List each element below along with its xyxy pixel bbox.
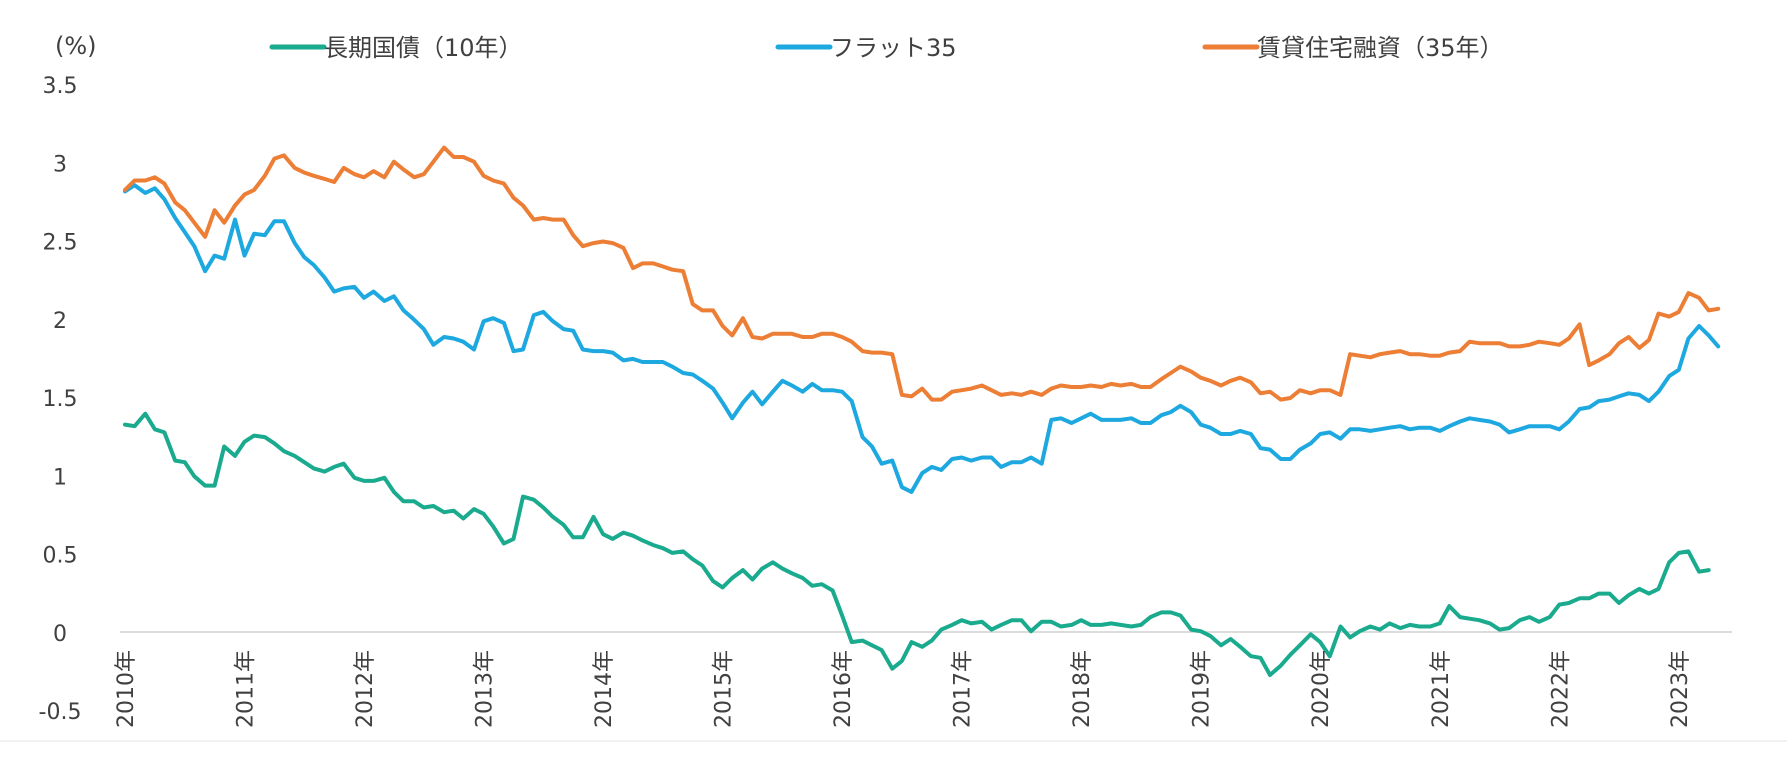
legend: 長期国債（10年） フラット35 賃貸住宅融資（35年）: [269, 34, 1504, 62]
y-tick-label: 0.5: [43, 544, 78, 569]
series-line-2: [123, 145, 1721, 402]
x-tick-label: 2010年: [114, 650, 139, 728]
x-tick-label: 2021年: [1429, 650, 1454, 728]
x-tick-label: 2020年: [1309, 650, 1334, 728]
y-tick-label: 1: [53, 465, 67, 490]
y-axis-unit-label: (%): [55, 32, 97, 60]
x-tick-label: 2013年: [473, 650, 498, 728]
legend-label: フラット35: [830, 34, 957, 62]
series-line-0: [123, 411, 1711, 677]
x-tick-label: 2011年: [234, 650, 259, 728]
x-tick-label: 2022年: [1548, 650, 1573, 728]
x-axis: 2010年 2011年 2012年 2013年 2014年 2015年 2016年 2017年…: [114, 650, 1693, 728]
x-tick-label: 2016年: [831, 650, 856, 728]
legend-label: 賃貸住宅融資（35年）: [1257, 34, 1504, 62]
x-tick-label: 2018年: [1070, 650, 1095, 728]
x-tick-label: 2019年: [1190, 650, 1215, 728]
y-axis: 3.5 3 2.5 2 1.5 1 0.5 0 -0.5: [39, 74, 82, 725]
legend-label: 長期国債（10年）: [324, 34, 523, 62]
y-tick-label: 3.5: [43, 74, 78, 99]
series-line-1: [123, 183, 1721, 494]
y-tick-label: 1.5: [43, 387, 78, 412]
y-tick-label: 2.5: [43, 231, 78, 256]
y-tick-label: -0.5: [39, 700, 82, 725]
y-tick-label: 2: [53, 309, 67, 334]
x-tick-label: 2015年: [712, 650, 737, 728]
x-tick-label: 2023年: [1668, 650, 1693, 728]
x-tick-label: 2014年: [592, 650, 617, 728]
y-tick-label: 0: [53, 622, 67, 647]
y-tick-label: 3: [53, 152, 67, 177]
x-tick-label: 2017年: [951, 650, 976, 728]
x-tick-label: 2012年: [353, 650, 378, 728]
series-lines: [123, 145, 1721, 677]
